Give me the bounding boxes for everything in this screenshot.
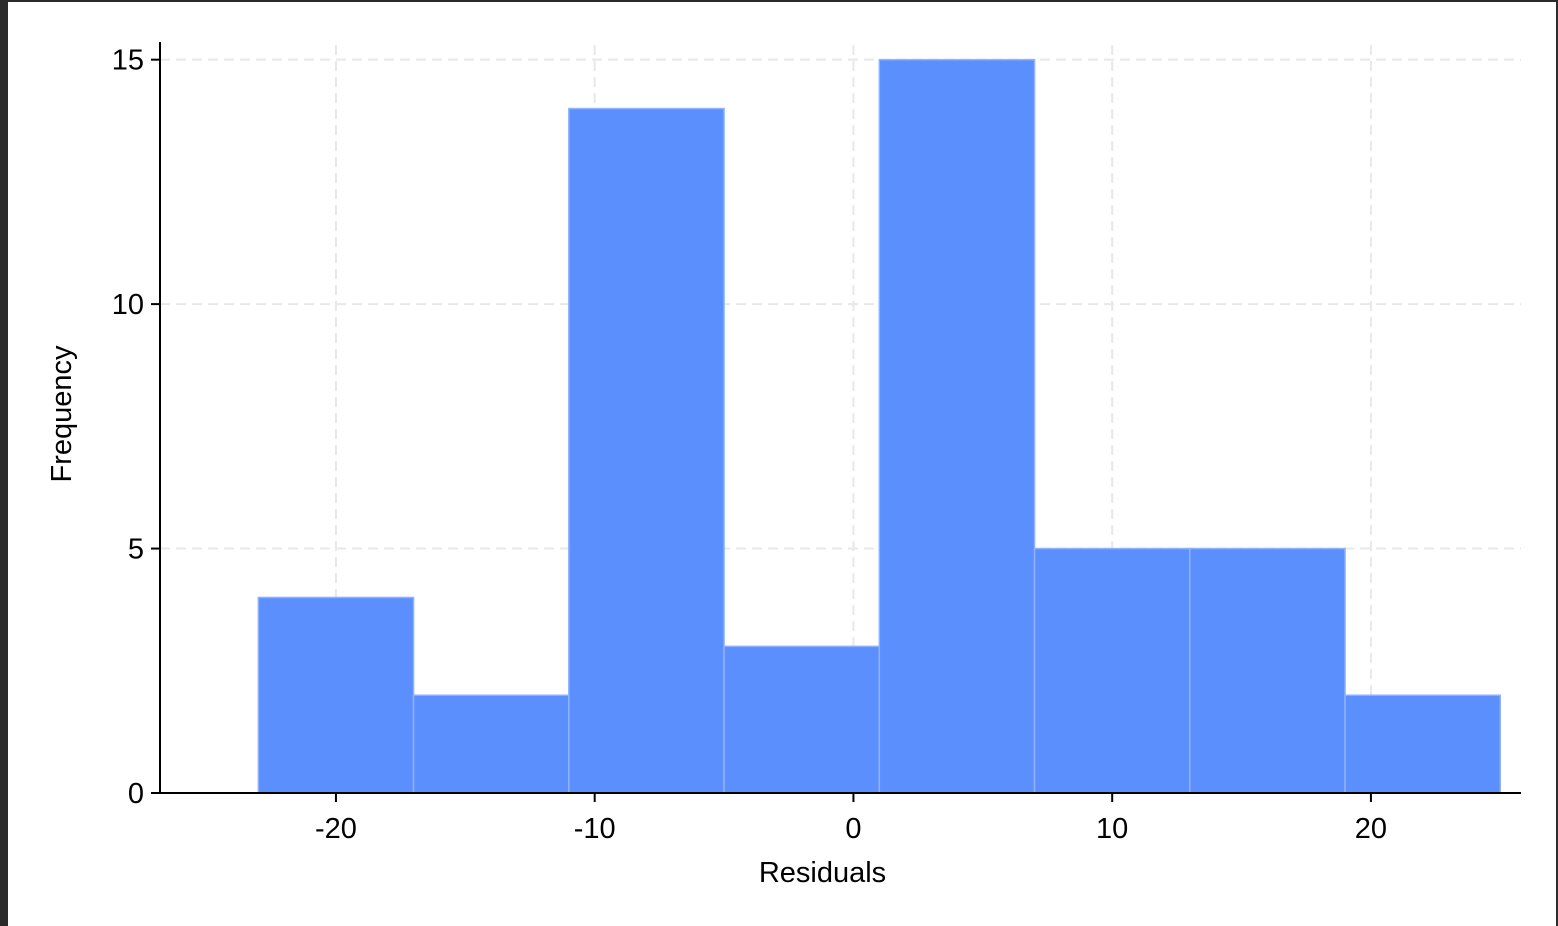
x-tick-label: 20 xyxy=(1355,813,1387,845)
histogram-bar xyxy=(878,58,1036,794)
y-tick-label: 0 xyxy=(128,778,144,810)
histogram-bar xyxy=(723,645,881,794)
bars xyxy=(257,58,1502,794)
histogram-bar xyxy=(568,107,725,794)
x-ticks: -20 -10 0 10 20 xyxy=(315,793,1387,845)
x-tick-label: -20 xyxy=(315,813,357,845)
x-tick-label: -10 xyxy=(574,813,616,845)
x-tick-label: 10 xyxy=(1096,813,1128,845)
chart-frame: -20 -10 0 10 20 0 5 10 15 Residuals Frequency xyxy=(8,2,1556,926)
y-ticks: 0 5 10 15 xyxy=(112,45,160,810)
histogram-bar xyxy=(1344,694,1502,794)
axes xyxy=(159,42,1521,794)
histogram-bar xyxy=(1189,547,1346,794)
histogram-bar xyxy=(1033,547,1191,794)
x-axis-title: Residuals xyxy=(759,857,886,889)
histogram-bar xyxy=(257,596,415,794)
y-tick-label: 10 xyxy=(112,289,144,321)
y-tick-label: 5 xyxy=(128,534,144,566)
histogram-bar xyxy=(412,694,570,794)
histogram-chart: -20 -10 0 10 20 0 5 10 15 Residuals Frequency xyxy=(46,42,1521,889)
y-axis-title: Frequency xyxy=(46,345,78,483)
y-tick-label: 15 xyxy=(112,45,144,77)
x-tick-label: 0 xyxy=(845,813,861,845)
